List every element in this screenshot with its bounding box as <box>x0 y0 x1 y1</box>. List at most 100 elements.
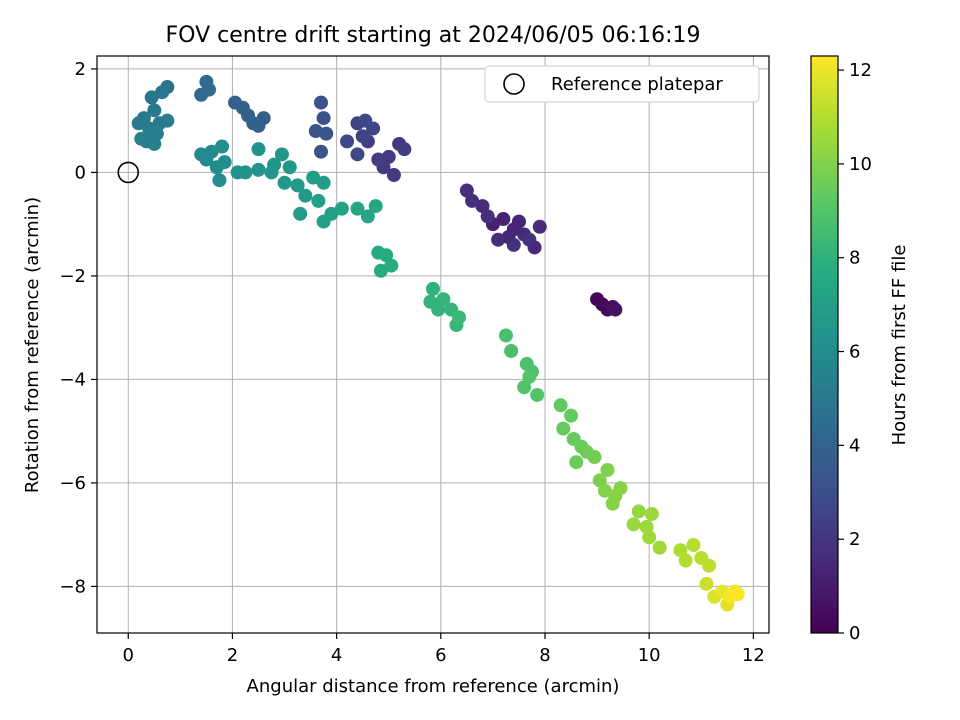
data-point <box>504 343 519 358</box>
data-point <box>431 302 446 317</box>
y-tick-label: 0 <box>75 162 86 183</box>
y-tick-label: −2 <box>59 266 86 287</box>
data-point <box>673 543 688 558</box>
legend-entry-reference: Reference platepar <box>551 74 723 95</box>
data-point <box>498 328 513 343</box>
data-point <box>246 116 261 131</box>
data-point <box>316 214 331 229</box>
reference-platepar-marker <box>117 161 140 184</box>
data-point <box>522 369 537 384</box>
data-point <box>480 209 495 224</box>
legend-reference-marker <box>503 73 525 95</box>
colorbar-gradient <box>810 55 839 634</box>
data-point <box>465 193 480 208</box>
data-point <box>155 85 170 100</box>
data-point <box>511 214 526 229</box>
legend-frame <box>484 65 760 103</box>
x-tick-label: 12 <box>742 645 765 666</box>
data-point <box>293 206 308 221</box>
colorbar-tick-label: 8 <box>849 248 860 269</box>
x-tick-label: 8 <box>539 645 550 666</box>
data-point <box>306 170 321 185</box>
data-point <box>587 450 602 465</box>
y-tick-label: −6 <box>59 473 86 494</box>
data-point <box>238 165 253 180</box>
data-point <box>522 232 537 247</box>
data-point <box>290 178 305 193</box>
data-point <box>131 116 146 131</box>
colorbar-tick-label: 10 <box>849 154 872 175</box>
y-axis-label: Rotation from reference (arcmin) <box>22 197 43 493</box>
data-point <box>678 553 693 568</box>
data-point <box>553 398 568 413</box>
data-point <box>264 165 279 180</box>
data-point <box>360 209 375 224</box>
colorbar-tick-label: 2 <box>849 529 860 550</box>
data-point <box>160 113 175 128</box>
y-tick-label: −4 <box>59 369 86 390</box>
x-tick-label: 10 <box>638 645 661 666</box>
data-point <box>204 144 219 159</box>
data-point <box>592 473 607 488</box>
data-point <box>350 147 365 162</box>
data-point <box>202 82 216 97</box>
data-point <box>274 147 289 162</box>
data-point <box>251 162 266 177</box>
legend: Reference platepar <box>484 65 760 103</box>
data-point <box>517 380 532 395</box>
data-point <box>452 310 467 325</box>
data-point <box>491 232 506 247</box>
data-point <box>386 168 401 183</box>
y-tick-label: 2 <box>75 59 86 80</box>
x-tick-label: 6 <box>435 645 446 666</box>
colorbar-tick-label: 4 <box>849 435 860 456</box>
data-point <box>277 175 292 190</box>
data-point <box>147 103 162 118</box>
data-point <box>251 142 266 157</box>
data-point <box>631 504 646 519</box>
data-point <box>530 387 545 402</box>
data-point <box>217 155 232 170</box>
colorbar-tick-label: 12 <box>849 60 872 81</box>
data-point <box>702 558 717 573</box>
data-point <box>212 173 227 188</box>
data-point <box>626 517 641 532</box>
plot-area: 0 2 4 6 8 10 12 −8 −6 −4 −2 0 2 <box>59 55 770 666</box>
data-point <box>373 263 388 278</box>
chart-title: FOV centre drift starting at 2024/06/05 … <box>166 23 701 48</box>
data-point <box>426 281 440 296</box>
data-point <box>496 212 511 227</box>
data-point <box>379 248 394 263</box>
data-point <box>319 126 334 141</box>
data-point <box>334 201 349 216</box>
data-point <box>340 134 355 149</box>
data-point <box>608 302 623 317</box>
data-point <box>652 540 667 555</box>
data-point <box>371 152 386 167</box>
data-point <box>314 144 328 159</box>
colorbar-tick-label: 6 <box>849 342 860 363</box>
data-point <box>600 462 615 477</box>
data-point <box>699 576 714 591</box>
x-tick-label: 4 <box>331 645 342 666</box>
colorbar-label: Hours from first FF file <box>889 245 910 446</box>
colorbar-tick-label: 0 <box>849 623 860 644</box>
data-point <box>384 258 399 273</box>
data-point <box>350 201 365 216</box>
data-point <box>397 142 412 157</box>
x-tick-label: 0 <box>123 645 134 666</box>
y-tick-label: −8 <box>59 576 86 597</box>
data-point <box>134 131 149 146</box>
data-point <box>147 136 162 151</box>
data-point <box>686 538 701 553</box>
data-point <box>730 587 745 602</box>
data-point <box>215 139 230 154</box>
data-point <box>597 483 612 498</box>
data-point <box>311 193 326 208</box>
data-point <box>282 160 297 175</box>
data-point <box>506 237 521 252</box>
data-point <box>569 455 584 470</box>
data-point <box>144 90 159 105</box>
data-point <box>355 129 370 144</box>
data-point <box>436 292 451 307</box>
